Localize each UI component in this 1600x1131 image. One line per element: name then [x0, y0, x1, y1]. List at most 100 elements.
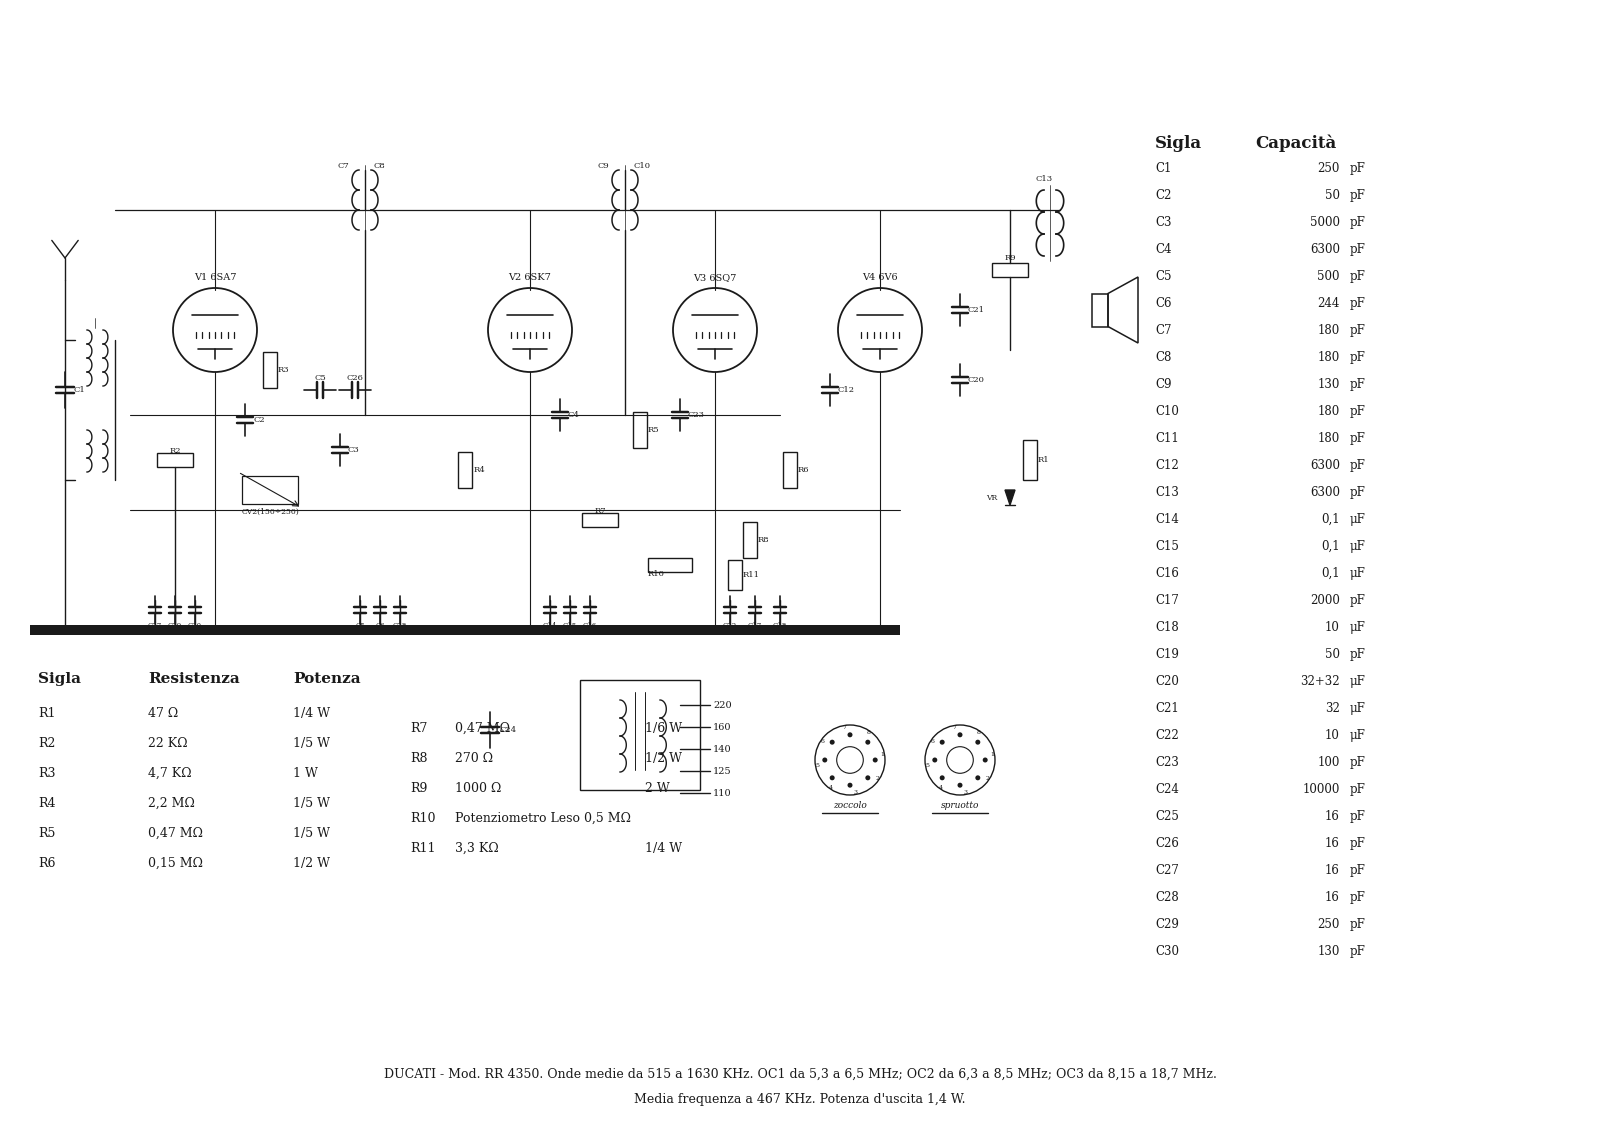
Text: C10: C10: [1155, 405, 1179, 418]
Text: 0,1: 0,1: [1322, 539, 1341, 553]
Text: R2: R2: [170, 447, 181, 455]
Text: C21: C21: [1155, 702, 1179, 715]
Text: pF: pF: [1350, 323, 1366, 337]
Circle shape: [976, 776, 981, 780]
Text: R1: R1: [38, 707, 56, 720]
Text: R4: R4: [474, 466, 486, 474]
Text: VR: VR: [986, 494, 997, 502]
Bar: [728, 560, 742, 590]
Text: C24: C24: [1155, 783, 1179, 796]
Text: C27: C27: [1155, 864, 1179, 877]
Text: 1/5 W: 1/5 W: [293, 737, 330, 750]
Text: C14: C14: [542, 622, 557, 630]
Text: 1000 Ω: 1000 Ω: [454, 782, 501, 795]
Text: R7: R7: [594, 507, 606, 515]
Bar: [579, 680, 701, 789]
Circle shape: [957, 732, 963, 737]
Text: R1: R1: [1038, 456, 1050, 464]
Text: pF: pF: [1350, 946, 1366, 958]
Circle shape: [976, 740, 981, 744]
Text: C6: C6: [374, 622, 386, 630]
Text: 16: 16: [1325, 864, 1341, 877]
Text: pF: pF: [1350, 756, 1366, 769]
Bar: [648, 558, 691, 572]
Text: 16: 16: [1325, 837, 1341, 851]
Text: 140: 140: [714, 744, 731, 753]
Text: 3: 3: [854, 791, 858, 795]
Text: 1/4 W: 1/4 W: [293, 707, 330, 720]
Text: 0,1: 0,1: [1322, 513, 1341, 526]
Text: C10: C10: [634, 162, 650, 170]
Text: C3: C3: [1155, 216, 1171, 228]
Text: C20: C20: [968, 375, 986, 385]
Text: 0,1: 0,1: [1322, 567, 1341, 580]
Text: R4: R4: [38, 797, 56, 810]
Text: C7: C7: [338, 162, 349, 170]
Bar: [458, 452, 472, 487]
Text: 50: 50: [1325, 189, 1341, 202]
Bar: [992, 264, 1027, 277]
Text: 2,2 MΩ: 2,2 MΩ: [147, 797, 195, 810]
Text: 1/2 W: 1/2 W: [293, 857, 330, 870]
Text: 5000: 5000: [1310, 216, 1341, 228]
Text: R9: R9: [1005, 254, 1016, 262]
Text: C22: C22: [1155, 729, 1179, 742]
Circle shape: [939, 740, 944, 744]
Bar: [634, 412, 646, 448]
Text: C17: C17: [747, 622, 762, 630]
Text: C15: C15: [1155, 539, 1179, 553]
Text: 1/2 W: 1/2 W: [645, 752, 682, 765]
Text: 3,3 KΩ: 3,3 KΩ: [454, 841, 499, 855]
Text: C17: C17: [1155, 594, 1179, 607]
Text: 32: 32: [1325, 702, 1341, 715]
Text: R8: R8: [410, 752, 427, 765]
Text: R10: R10: [648, 570, 666, 578]
Text: C28: C28: [1155, 891, 1179, 904]
Text: C7: C7: [1155, 323, 1171, 337]
Text: 1/4 W: 1/4 W: [645, 841, 682, 855]
Text: C25: C25: [1155, 810, 1179, 823]
Text: pF: pF: [1350, 378, 1366, 391]
Bar: [782, 452, 797, 487]
Text: C6: C6: [1155, 297, 1171, 310]
Text: C4: C4: [568, 411, 579, 418]
Text: 1/5 W: 1/5 W: [293, 827, 330, 840]
Text: zoccolo: zoccolo: [834, 801, 867, 810]
Text: μF: μF: [1350, 567, 1366, 580]
Text: 8: 8: [867, 731, 870, 735]
Text: C26: C26: [347, 374, 363, 382]
Text: C13: C13: [1155, 486, 1179, 499]
Text: 4,7 KΩ: 4,7 KΩ: [147, 767, 192, 780]
Text: 1/6 W: 1/6 W: [645, 722, 682, 735]
Text: C14: C14: [1155, 513, 1179, 526]
Text: C27: C27: [147, 622, 162, 630]
Text: R3: R3: [278, 366, 290, 374]
Text: V3 6SQ7: V3 6SQ7: [693, 273, 736, 282]
Text: 6300: 6300: [1310, 459, 1341, 472]
Text: pF: pF: [1350, 270, 1366, 283]
Text: 7: 7: [842, 725, 846, 729]
Text: pF: pF: [1350, 405, 1366, 418]
Text: 10: 10: [1325, 621, 1341, 634]
Bar: [30, 625, 899, 634]
Bar: [262, 352, 277, 388]
Text: 2 W: 2 W: [645, 782, 670, 795]
Text: R8: R8: [758, 536, 770, 544]
Text: C18: C18: [773, 622, 787, 630]
Text: 160: 160: [714, 723, 731, 732]
Text: 125: 125: [714, 767, 731, 776]
Text: 6: 6: [931, 739, 934, 743]
Text: 22 KΩ: 22 KΩ: [147, 737, 187, 750]
Text: R2: R2: [38, 737, 56, 750]
Circle shape: [848, 732, 853, 737]
Text: 0,47 MΩ: 0,47 MΩ: [454, 722, 510, 735]
Text: 5: 5: [925, 763, 930, 768]
Text: 2: 2: [875, 776, 880, 782]
Text: C28: C28: [394, 622, 406, 630]
Text: 130: 130: [1318, 946, 1341, 958]
Text: 1 W: 1 W: [293, 767, 318, 780]
Text: Potenza: Potenza: [293, 672, 360, 687]
Text: R3: R3: [38, 767, 56, 780]
Text: C1: C1: [74, 386, 85, 394]
Text: Capacità: Capacità: [1254, 135, 1336, 153]
